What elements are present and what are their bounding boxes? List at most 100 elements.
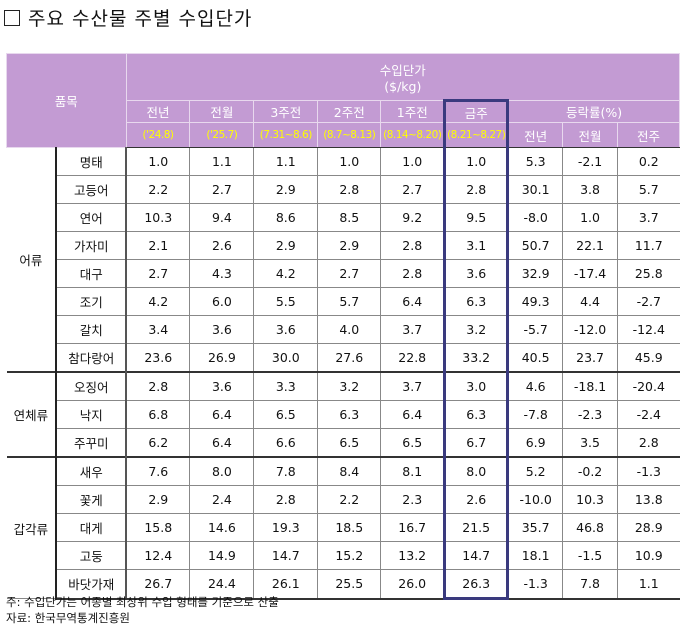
rate-cell: 50.7 xyxy=(507,231,564,260)
rate-cell: -2.1 xyxy=(562,147,619,176)
table-row: 연체류 오징어 2.8 3.6 3.3 3.2 3.7 3.0 4.6 -18.1 -20.4 xyxy=(6,371,680,458)
price-cell: 6.4 xyxy=(380,400,446,429)
item-name: 대구 xyxy=(55,259,128,288)
price-cell: 10.3 xyxy=(125,203,191,232)
rate-cell: 7.8 xyxy=(562,569,619,600)
source-note: 자료: 한국무역통계진흥원 xyxy=(6,611,130,625)
current-price-cell: 3.2 xyxy=(443,315,510,344)
item-name: 오징어 xyxy=(55,371,128,401)
price-cell: 13.2 xyxy=(380,541,446,570)
table-row: 꽃게 2.9 2.4 2.8 2.2 2.3 2.6 -10.0 10.3 13.8 xyxy=(7,485,680,514)
rate-cell: 46.8 xyxy=(562,513,619,542)
price-cell: 2.9 xyxy=(317,231,382,260)
table-row: 바닷가재 26.7 24.4 26.1 25.5 26.0 26.3 -1.3 7.8 1.1 xyxy=(7,569,680,600)
table-row: 조기 4.2 6.0 5.5 5.7 6.4 6.3 49.3 4.4 -2.7 xyxy=(7,287,680,316)
rate-cell: -2.3 xyxy=(562,400,619,429)
price-cell: 6.5 xyxy=(317,428,382,458)
period-date: (8.7~8.13) xyxy=(317,122,382,148)
current-price-cell: 3.1 xyxy=(443,231,510,260)
price-cell: 1.1 xyxy=(253,147,319,176)
price-cell: 9.2 xyxy=(380,203,446,232)
rate-cell: -8.0 xyxy=(507,203,564,232)
price-cell: 12.4 xyxy=(125,541,191,570)
rate-cell: 3.8 xyxy=(562,175,619,204)
table-row: 어류 명태 1.0 1.1 1.1 1.0 1.0 1.0 5.3 -2.1 0.2 xyxy=(6,147,680,373)
table-row: 대구 2.7 4.3 4.2 2.7 2.8 3.6 32.9 -17.4 25.8 xyxy=(7,259,680,288)
rate-cell: 22.1 xyxy=(562,231,619,260)
price-cell: 2.8 xyxy=(125,371,191,401)
item-name: 고둥 xyxy=(55,541,128,570)
rate-cell: -1.3 xyxy=(507,569,564,600)
price-cell: 8.6 xyxy=(253,203,319,232)
price-cell: 22.8 xyxy=(380,343,446,373)
period-date: ('25.7) xyxy=(189,122,255,148)
period-header: 1주전 xyxy=(380,100,446,123)
price-cell: 2.3 xyxy=(380,485,446,514)
rate-cell: 45.9 xyxy=(617,343,680,373)
price-cell: 5.5 xyxy=(253,287,319,316)
current-price-cell: 1.0 xyxy=(443,147,510,176)
table-row: 주꾸미 6.2 6.4 6.6 6.5 6.5 6.7 6.9 3.5 2.8 xyxy=(7,428,680,458)
table-row: 가자미 2.1 2.6 2.9 2.9 2.8 3.1 50.7 22.1 11.7 xyxy=(7,231,680,260)
price-cell: 1.0 xyxy=(317,147,382,176)
item-name: 대게 xyxy=(55,513,128,542)
item-column-header: 품목 xyxy=(6,53,127,148)
price-cell: 14.7 xyxy=(253,541,319,570)
price-cell: 2.4 xyxy=(189,485,255,514)
price-cell: 2.6 xyxy=(189,231,255,260)
rate-cell: -1.3 xyxy=(617,456,680,486)
rate-cell: -10.0 xyxy=(507,485,564,514)
period-header: 3주전 xyxy=(253,100,319,123)
rate-cell: 3.7 xyxy=(617,203,680,232)
price-cell: 7.6 xyxy=(125,456,191,486)
price-cell: 1.1 xyxy=(189,147,255,176)
rate-cell: 1.0 xyxy=(562,203,619,232)
price-cell: 15.8 xyxy=(125,513,191,542)
price-cell: 26.7 xyxy=(125,569,191,600)
item-name: 고등어 xyxy=(55,175,128,204)
item-name: 명태 xyxy=(55,147,128,176)
rate-cell: 30.1 xyxy=(507,175,564,204)
item-name: 갈치 xyxy=(55,315,128,344)
rate-cell: 32.9 xyxy=(507,259,564,288)
item-name: 조기 xyxy=(55,287,128,316)
price-cell: 3.4 xyxy=(125,315,191,344)
price-cell: 3.6 xyxy=(189,371,255,401)
page-title: 주요 수산물 주별 수입단가 xyxy=(4,4,252,31)
rate-cell: 2.8 xyxy=(617,428,680,458)
price-cell: 4.2 xyxy=(253,259,319,288)
price-cell: 2.2 xyxy=(125,175,191,204)
price-cell: 2.9 xyxy=(253,175,319,204)
price-cell: 2.7 xyxy=(380,175,446,204)
item-name: 가자미 xyxy=(55,231,128,260)
price-cell: 2.1 xyxy=(125,231,191,260)
current-price-cell: 8.0 xyxy=(443,456,510,486)
price-cell: 2.8 xyxy=(380,231,446,260)
price-cell: 6.2 xyxy=(125,428,191,458)
period-header: 2주전 xyxy=(317,100,382,123)
table-row: 고등어 2.2 2.7 2.9 2.8 2.7 2.8 30.1 3.8 5.7 xyxy=(7,175,680,204)
rate-cell: -0.2 xyxy=(562,456,619,486)
current-price-cell: 33.2 xyxy=(443,343,510,373)
price-cell: 6.3 xyxy=(317,400,382,429)
price-cell: 6.4 xyxy=(189,428,255,458)
rate-cell: -2.4 xyxy=(617,400,680,429)
current-price-cell: 21.5 xyxy=(443,513,510,542)
item-name: 새우 xyxy=(55,456,128,486)
item-name: 참다랑어 xyxy=(55,343,128,373)
current-price-cell: 6.3 xyxy=(443,287,510,316)
price-cell: 7.8 xyxy=(253,456,319,486)
rate-cell: 5.7 xyxy=(617,175,680,204)
rate-cell: 5.3 xyxy=(507,147,564,176)
price-cell: 6.4 xyxy=(189,400,255,429)
item-name: 낙지 xyxy=(55,400,128,429)
price-cell: 6.6 xyxy=(253,428,319,458)
period-date: ('24.8) xyxy=(125,122,191,148)
price-cell: 6.4 xyxy=(380,287,446,316)
rate-cell: 11.7 xyxy=(617,231,680,260)
price-cell: 2.7 xyxy=(189,175,255,204)
price-cell: 6.0 xyxy=(189,287,255,316)
price-cell: 9.4 xyxy=(189,203,255,232)
price-cell: 8.5 xyxy=(317,203,382,232)
rate-cell: -17.4 xyxy=(562,259,619,288)
